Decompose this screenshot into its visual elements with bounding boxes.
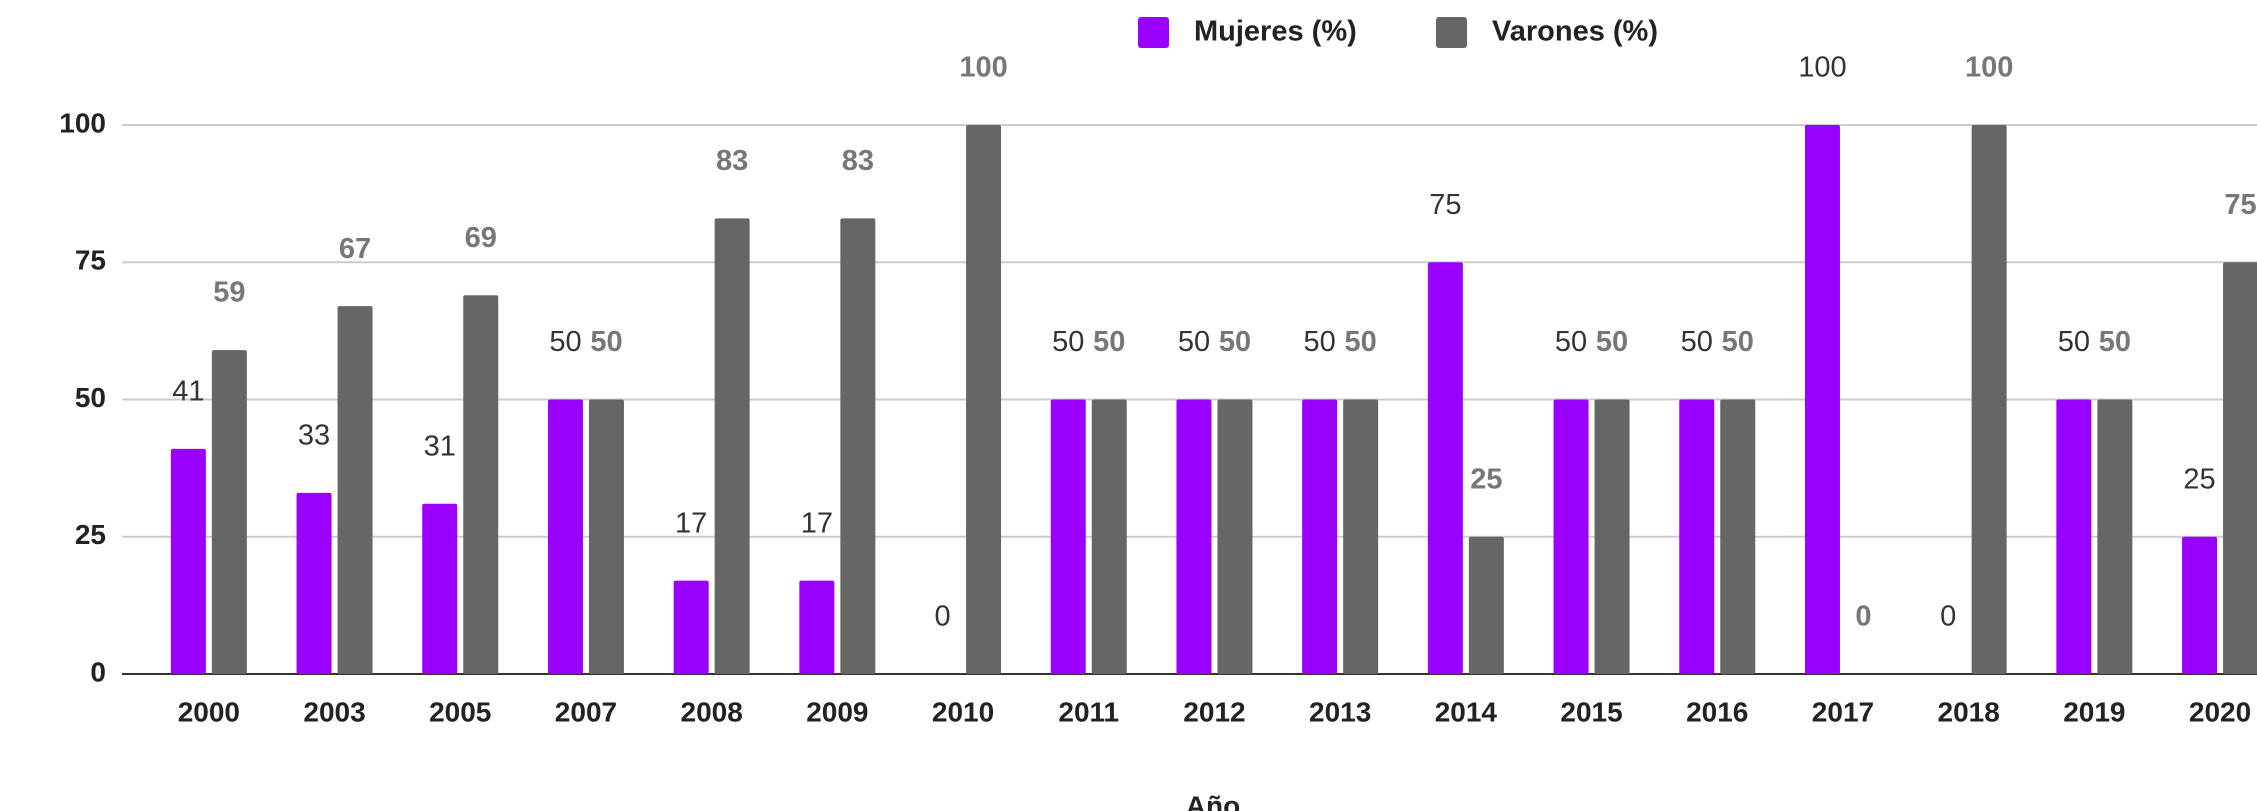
bar bbox=[966, 125, 1002, 674]
x-tick-label: 2011 bbox=[1058, 696, 1119, 727]
x-tick-label: 2009 bbox=[806, 696, 868, 727]
bar bbox=[337, 306, 373, 674]
bar bbox=[1427, 262, 1463, 674]
legend-label: Varones (%) bbox=[1492, 16, 1658, 48]
bar bbox=[1594, 399, 1630, 674]
legend-label: Mujeres (%) bbox=[1194, 16, 1357, 48]
bar bbox=[2056, 399, 2092, 674]
x-tick-label: 2008 bbox=[681, 696, 743, 727]
data-label: 41 bbox=[172, 376, 204, 408]
bar bbox=[2182, 536, 2218, 674]
x-tick-label: 2003 bbox=[303, 696, 365, 727]
x-tick-label: 2019 bbox=[2063, 696, 2125, 727]
bar bbox=[211, 350, 247, 674]
x-tick-label: 2015 bbox=[1560, 696, 1622, 727]
bar bbox=[2223, 262, 2257, 674]
bar bbox=[1553, 399, 1589, 674]
data-label: 0 bbox=[934, 601, 950, 633]
bar bbox=[1176, 399, 1212, 674]
bar bbox=[588, 399, 624, 674]
bar bbox=[422, 503, 458, 674]
data-label: 50 bbox=[1681, 326, 1713, 358]
data-label: 59 bbox=[213, 277, 245, 309]
bar bbox=[1343, 399, 1379, 674]
bar bbox=[1720, 399, 1756, 674]
data-label: 50 bbox=[1555, 326, 1587, 358]
bar bbox=[714, 218, 750, 674]
data-label: 31 bbox=[424, 430, 456, 462]
y-tick-label: 0 bbox=[90, 656, 106, 687]
data-label: 100 bbox=[1965, 52, 2013, 84]
data-label: 50 bbox=[1596, 326, 1628, 358]
data-label: 0 bbox=[1940, 601, 1956, 633]
x-axis-title: Año bbox=[1186, 790, 1240, 811]
bar bbox=[1302, 399, 1338, 674]
bar bbox=[547, 399, 583, 674]
bar bbox=[673, 580, 709, 674]
data-label: 75 bbox=[2224, 189, 2256, 221]
bar bbox=[1971, 125, 2007, 674]
data-label: 25 bbox=[1470, 463, 1502, 495]
data-label: 50 bbox=[1304, 326, 1336, 358]
x-tick-label: 2016 bbox=[1686, 696, 1748, 727]
x-tick-label: 2020 bbox=[2189, 696, 2251, 727]
data-label: 100 bbox=[959, 52, 1007, 84]
bar bbox=[1804, 125, 1840, 674]
bar bbox=[799, 580, 835, 674]
x-tick-label: 2013 bbox=[1309, 696, 1371, 727]
data-label: 50 bbox=[1178, 326, 1210, 358]
y-tick-label: 25 bbox=[75, 519, 106, 550]
x-tick-label: 2000 bbox=[178, 696, 240, 727]
data-label: 25 bbox=[2183, 463, 2215, 495]
data-label: 50 bbox=[549, 326, 581, 358]
x-tick-label: 2018 bbox=[1938, 696, 2000, 727]
data-label: 0 bbox=[1855, 601, 1871, 633]
data-label: 67 bbox=[339, 233, 371, 265]
data-label: 50 bbox=[1345, 326, 1377, 358]
data-label: 17 bbox=[801, 507, 833, 539]
x-tick-label: 2012 bbox=[1183, 696, 1245, 727]
legend-swatch bbox=[1436, 17, 1467, 48]
data-label: 33 bbox=[298, 419, 330, 451]
data-label: 50 bbox=[1722, 326, 1754, 358]
bar bbox=[296, 492, 332, 674]
bar bbox=[2097, 399, 2133, 674]
x-tick-label: 2007 bbox=[555, 696, 617, 727]
bar bbox=[170, 448, 206, 674]
data-label: 50 bbox=[1093, 326, 1125, 358]
bar bbox=[840, 218, 876, 674]
bar bbox=[1091, 399, 1127, 674]
bar bbox=[463, 295, 499, 674]
bar bbox=[1468, 536, 1504, 674]
legend-swatch bbox=[1138, 17, 1169, 48]
data-label: 50 bbox=[1052, 326, 1084, 358]
bar bbox=[1679, 399, 1715, 674]
x-tick-label: 2017 bbox=[1812, 696, 1874, 727]
y-tick-label: 100 bbox=[59, 107, 106, 138]
bar bbox=[1217, 399, 1253, 674]
data-label: 50 bbox=[590, 326, 622, 358]
data-label: 83 bbox=[716, 145, 748, 177]
y-tick-label: 75 bbox=[75, 245, 106, 276]
data-label: 50 bbox=[2099, 326, 2131, 358]
y-tick-label: 50 bbox=[75, 382, 106, 413]
x-tick-label: 2014 bbox=[1435, 696, 1498, 727]
data-label: 69 bbox=[465, 222, 497, 254]
data-label: 83 bbox=[842, 145, 874, 177]
bar bbox=[1050, 399, 1086, 674]
data-label: 75 bbox=[1429, 189, 1461, 221]
data-label: 17 bbox=[675, 507, 707, 539]
x-tick-label: 2010 bbox=[932, 696, 994, 727]
data-label: 100 bbox=[1798, 52, 1846, 84]
data-label: 50 bbox=[2058, 326, 2090, 358]
x-tick-label: 2005 bbox=[429, 696, 491, 727]
data-label: 50 bbox=[1219, 326, 1251, 358]
